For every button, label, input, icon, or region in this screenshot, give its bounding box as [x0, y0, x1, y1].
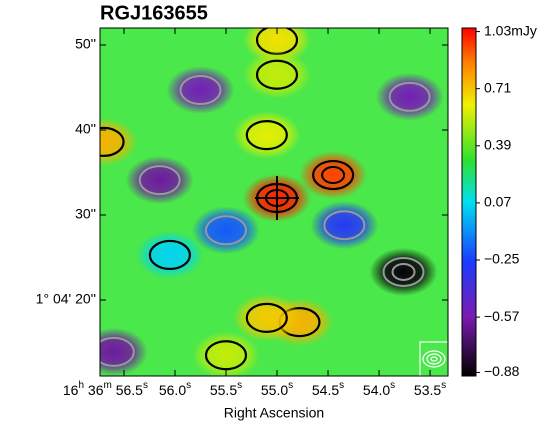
map [100, 28, 444, 376]
contour [388, 81, 431, 112]
flux-peak [375, 72, 444, 121]
contour [100, 126, 125, 157]
flux-peak [232, 111, 301, 160]
x-tick-label: 16h 36m 56.5s [63, 380, 148, 398]
contour [382, 256, 425, 287]
y-tick-label: 40'' [75, 121, 96, 137]
y-tick-label: 1° 04' 20'' [36, 291, 96, 307]
colorbar-tick-label: −0.57 [484, 308, 520, 324]
x-tick-label: 53.5s [414, 380, 446, 398]
contour [391, 262, 416, 281]
colorbar-tick-label: 0.39 [484, 136, 511, 152]
x-tick-label: 55.5s [210, 380, 242, 398]
x-tick-label: 55.0s [261, 380, 293, 398]
flux-peak [310, 201, 379, 250]
flux-peak [232, 293, 301, 342]
flux-peak [369, 247, 438, 296]
colorbar [461, 27, 477, 377]
chart-title: RGJ163655 [100, 2, 208, 24]
colorbar-tick-label: 1.03mJy [484, 22, 537, 38]
flux-peak [100, 327, 148, 376]
contour [148, 239, 191, 271]
flux-peak [135, 230, 204, 279]
x-tick-label: 54.0s [363, 380, 395, 398]
contour [204, 215, 247, 246]
plot-frame [99, 27, 449, 377]
contour [100, 336, 135, 367]
contour [321, 166, 346, 185]
colorbar-tick-label: 0.71 [484, 79, 511, 95]
flux-peak [166, 66, 235, 115]
y-tick-label: 30'' [75, 206, 96, 222]
flux-peak [125, 156, 194, 205]
contour [255, 59, 299, 90]
colorbar-tick-label: 0.07 [484, 194, 511, 210]
x-tick-label: 56.0s [159, 380, 191, 398]
x-tick-label: 54.5s [312, 380, 344, 398]
contour [179, 75, 222, 106]
contour [312, 159, 355, 191]
contour [245, 302, 288, 333]
colorbar-tick-label: −0.25 [484, 251, 520, 267]
contour [204, 340, 248, 371]
beam [419, 341, 449, 377]
flux-peak [243, 50, 312, 99]
contour [138, 165, 181, 196]
flux-peak [100, 117, 138, 166]
contour [323, 210, 366, 241]
flux-peak [191, 206, 260, 255]
colorbar-tick-label: −0.88 [484, 363, 520, 379]
y-tick-label: 50'' [75, 36, 96, 52]
crosshair [255, 176, 299, 220]
contour [245, 120, 288, 151]
flux-peak [299, 151, 368, 200]
flux-peak [192, 331, 260, 376]
x-axis-label: Right Ascension [224, 405, 324, 421]
